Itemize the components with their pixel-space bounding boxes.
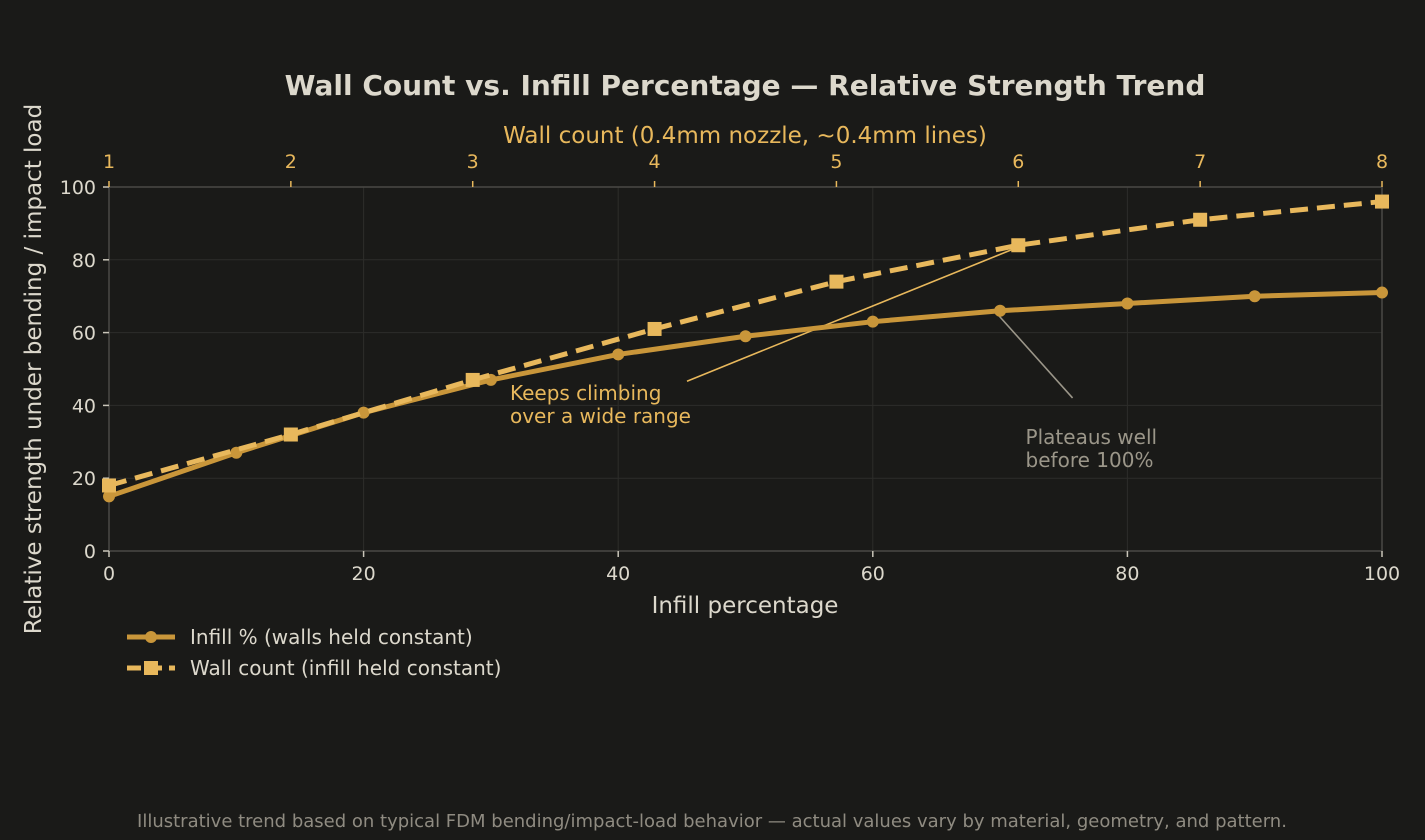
top-x-tick-label: 8 [1376, 151, 1388, 173]
top-x-tick-label: 3 [467, 151, 479, 173]
axis-ticks: 0 20 40 60 80 100 0 20 40 60 80 100 1 2 3 4 5 6 7 8 [60, 151, 1400, 585]
chart-title: Wall Count vs. Infill Percentage — Relat… [285, 69, 1206, 102]
top-x-tick-label: 6 [1012, 151, 1024, 173]
annotation-text: over a wide range [510, 404, 691, 428]
y-axis-label: Relative strength under bending / impact… [21, 104, 47, 634]
data-point [1193, 212, 1208, 227]
series-line [108, 290, 1383, 499]
plot-frame [108, 186, 1383, 552]
data-point [994, 304, 1007, 317]
annotation-text: Plateaus well [1026, 425, 1158, 449]
data-point [1011, 238, 1026, 253]
series [102, 194, 1389, 503]
series-line [108, 199, 1383, 488]
data-point [465, 372, 480, 387]
top-x-tick-label: 7 [1194, 151, 1206, 173]
data-point [1121, 297, 1134, 310]
data-point [103, 490, 115, 503]
legend: Infill % (walls held constant) Wall count… [127, 625, 501, 680]
top-x-tick-label: 4 [649, 151, 661, 173]
legend-entry: Wall count (infill held constant) [190, 656, 501, 680]
y-tick-label: 60 [72, 323, 96, 345]
annotation-text: Keeps climbing [510, 381, 661, 405]
data-point [829, 274, 844, 289]
x-tick-label: 40 [606, 563, 630, 585]
x-tick-label: 0 [103, 563, 115, 585]
x-axis-label: Infill percentage [652, 593, 839, 619]
top-axis-label: Wall count (0.4mm nozzle, ~0.4mm lines) [503, 123, 987, 149]
data-point [357, 406, 370, 419]
legend-entry: Infill % (walls held constant) [190, 625, 473, 649]
data-point [283, 427, 298, 442]
data-point [1375, 194, 1389, 209]
annotation-text: before 100% [1026, 448, 1154, 472]
y-tick-label: 40 [72, 395, 96, 417]
annotation-arrow [996, 313, 1074, 399]
top-x-tick-label: 1 [103, 151, 115, 173]
top-x-tick-label: 2 [285, 151, 297, 173]
data-point [612, 348, 625, 361]
y-tick-label: 20 [72, 468, 96, 490]
data-point [739, 330, 752, 343]
y-tick-label: 0 [84, 541, 96, 563]
x-tick-label: 60 [861, 563, 885, 585]
x-tick-label: 80 [1115, 563, 1139, 585]
x-tick-label: 20 [352, 563, 376, 585]
data-point [1376, 286, 1388, 299]
data-point [1248, 290, 1261, 303]
data-point [866, 315, 879, 328]
x-tick-label: 100 [1364, 563, 1400, 585]
annotation-arrow [686, 247, 1016, 382]
footnote: Illustrative trend based on typical FDM … [137, 811, 1287, 832]
data-point [647, 321, 662, 336]
legend-marker [145, 631, 157, 643]
data-point [102, 478, 116, 493]
gridlines [109, 187, 1382, 551]
top-x-tick-label: 5 [830, 151, 842, 173]
y-tick-label: 80 [72, 250, 96, 272]
legend-marker [144, 661, 158, 675]
y-tick-label: 100 [60, 177, 96, 199]
